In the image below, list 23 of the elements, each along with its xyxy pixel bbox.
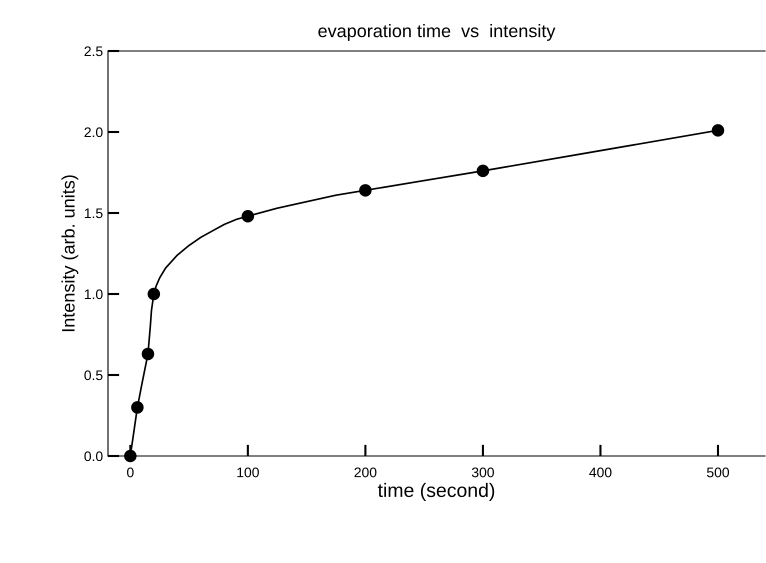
- y-tick-label: 2.5: [84, 46, 103, 56]
- point: [359, 184, 372, 197]
- x-tick-label: 300: [472, 467, 494, 478]
- chart-title: evaporation time vs intensity: [318, 24, 556, 41]
- point: [476, 164, 490, 178]
- point: [131, 401, 144, 414]
- point: [242, 210, 254, 222]
- x-tick-label: 100: [237, 467, 259, 478]
- y-tick-label: 1.5: [84, 208, 103, 218]
- y-tick-label: 0.5: [84, 370, 103, 380]
- point: [712, 124, 724, 137]
- x-tick-label: 0: [127, 467, 134, 478]
- x-axis-title: time (second): [378, 482, 494, 501]
- x-tick-label: 400: [589, 467, 612, 478]
- y-axis-title: Intensity (arb. units): [61, 175, 78, 332]
- y-tick-label: 0.0: [84, 451, 103, 462]
- point: [142, 348, 154, 360]
- y-tick-label: 2.0: [84, 127, 103, 138]
- x-tick-label: 200: [354, 467, 376, 478]
- point: [148, 288, 160, 300]
- point: [124, 450, 137, 462]
- x-tick-label: 500: [706, 467, 730, 478]
- y-tick-label: 1.0: [84, 289, 103, 300]
